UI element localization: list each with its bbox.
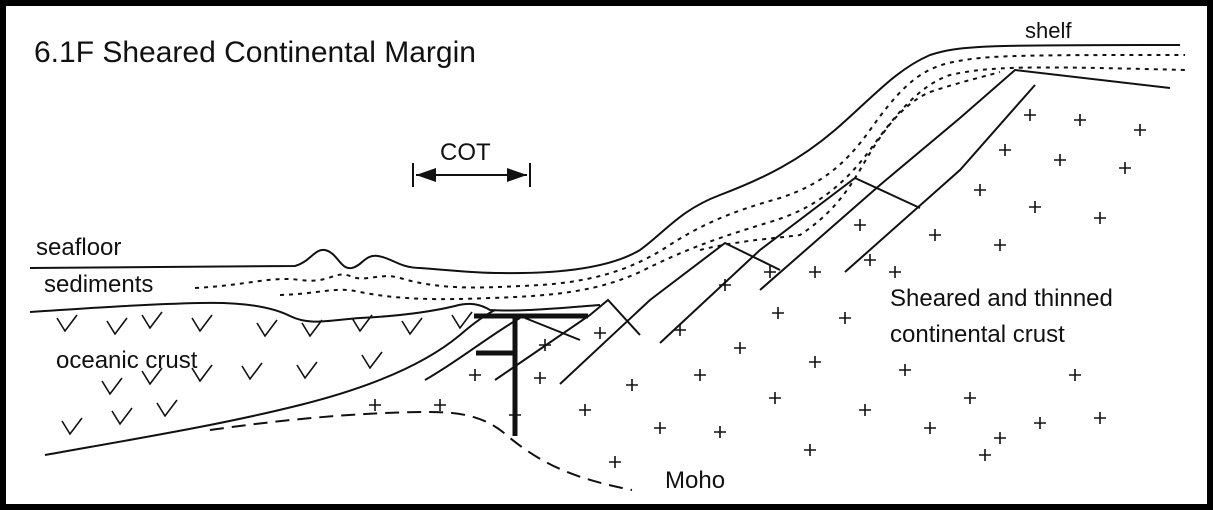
plus-mark (1119, 162, 1131, 174)
plus-mark (719, 279, 731, 291)
plus-mark (859, 404, 871, 416)
plus-mark (1024, 109, 1036, 121)
plus-mark (854, 219, 866, 231)
v-mark (106, 317, 128, 336)
faults (494, 68, 1171, 385)
title: 6.1F Sheared Continental Margin (34, 36, 476, 69)
sediment-layer (194, 54, 1186, 289)
plus-mark (864, 254, 876, 266)
seafloor-line (29, 44, 1181, 275)
label-cot: COT (440, 139, 491, 166)
label-continental-line2: continental crust (890, 321, 1065, 348)
v-mark (451, 311, 473, 330)
plus-mark (772, 307, 784, 319)
plus-mark (594, 327, 606, 339)
label-continental-line1: Sheared and thinned (890, 285, 1113, 312)
label-sediments: sediments (44, 271, 153, 298)
moho-line (209, 410, 633, 491)
sediment-layer (279, 66, 1186, 301)
plus-mark (434, 399, 446, 411)
v-mark (401, 317, 423, 336)
plus-mark (839, 312, 851, 324)
v-mark (191, 364, 213, 383)
plus-mark (1134, 124, 1146, 136)
v-mark (241, 362, 263, 381)
plus-mark (369, 399, 381, 411)
cot-arrow (412, 163, 531, 187)
plus-mark (1069, 369, 1081, 381)
plus-mark (509, 409, 521, 421)
plus-mark (539, 339, 551, 351)
plus-mark (964, 392, 976, 404)
plus-mark (889, 266, 901, 278)
plus-mark (899, 364, 911, 376)
plus-mark (534, 372, 546, 384)
v-mark (61, 417, 83, 436)
v-mark (101, 377, 123, 396)
v-mark (56, 314, 78, 333)
plus-mark (626, 379, 638, 391)
plus-mark (929, 229, 941, 241)
plus-mark (654, 422, 666, 434)
plus-mark (994, 432, 1006, 444)
plus-mark (1029, 201, 1041, 213)
plus-mark (674, 324, 686, 336)
v-mark (141, 367, 163, 386)
v-mark (351, 314, 373, 333)
plus-mark (809, 356, 821, 368)
texture-marks (56, 109, 1146, 468)
label-moho: Moho (665, 467, 725, 494)
plus-mark (979, 449, 991, 461)
oceanic-crust-base (44, 309, 496, 456)
v-mark (191, 314, 213, 333)
plus-mark (974, 184, 986, 196)
plus-mark (1034, 417, 1046, 429)
v-mark (361, 351, 383, 370)
plus-mark (809, 266, 821, 278)
plus-mark (999, 144, 1011, 156)
plus-mark (804, 444, 816, 456)
plus-mark (764, 266, 776, 278)
plus-mark (734, 342, 746, 354)
plus-mark (994, 239, 1006, 251)
sediment-layer (699, 71, 1001, 251)
label-shelf: shelf (1025, 18, 1072, 43)
v-mark (156, 399, 178, 418)
plus-mark (1094, 412, 1106, 424)
v-mark (301, 319, 323, 338)
label-seafloor: seafloor (36, 234, 121, 261)
v-mark (111, 407, 133, 426)
plus-mark (469, 369, 481, 381)
plus-mark (609, 456, 621, 468)
v-mark (256, 319, 278, 338)
v-mark (141, 311, 163, 330)
plus-mark (1094, 212, 1106, 224)
plus-mark (714, 426, 726, 438)
plus-mark (579, 404, 591, 416)
plus-mark (694, 369, 706, 381)
plus-mark (1054, 154, 1066, 166)
plus-mark (769, 392, 781, 404)
basement-top (29, 301, 601, 323)
v-mark (296, 361, 318, 380)
plus-mark (1074, 114, 1086, 126)
fault (424, 317, 521, 381)
plus-mark (924, 422, 936, 434)
label-oceanic-crust: oceanic crust (56, 347, 198, 374)
